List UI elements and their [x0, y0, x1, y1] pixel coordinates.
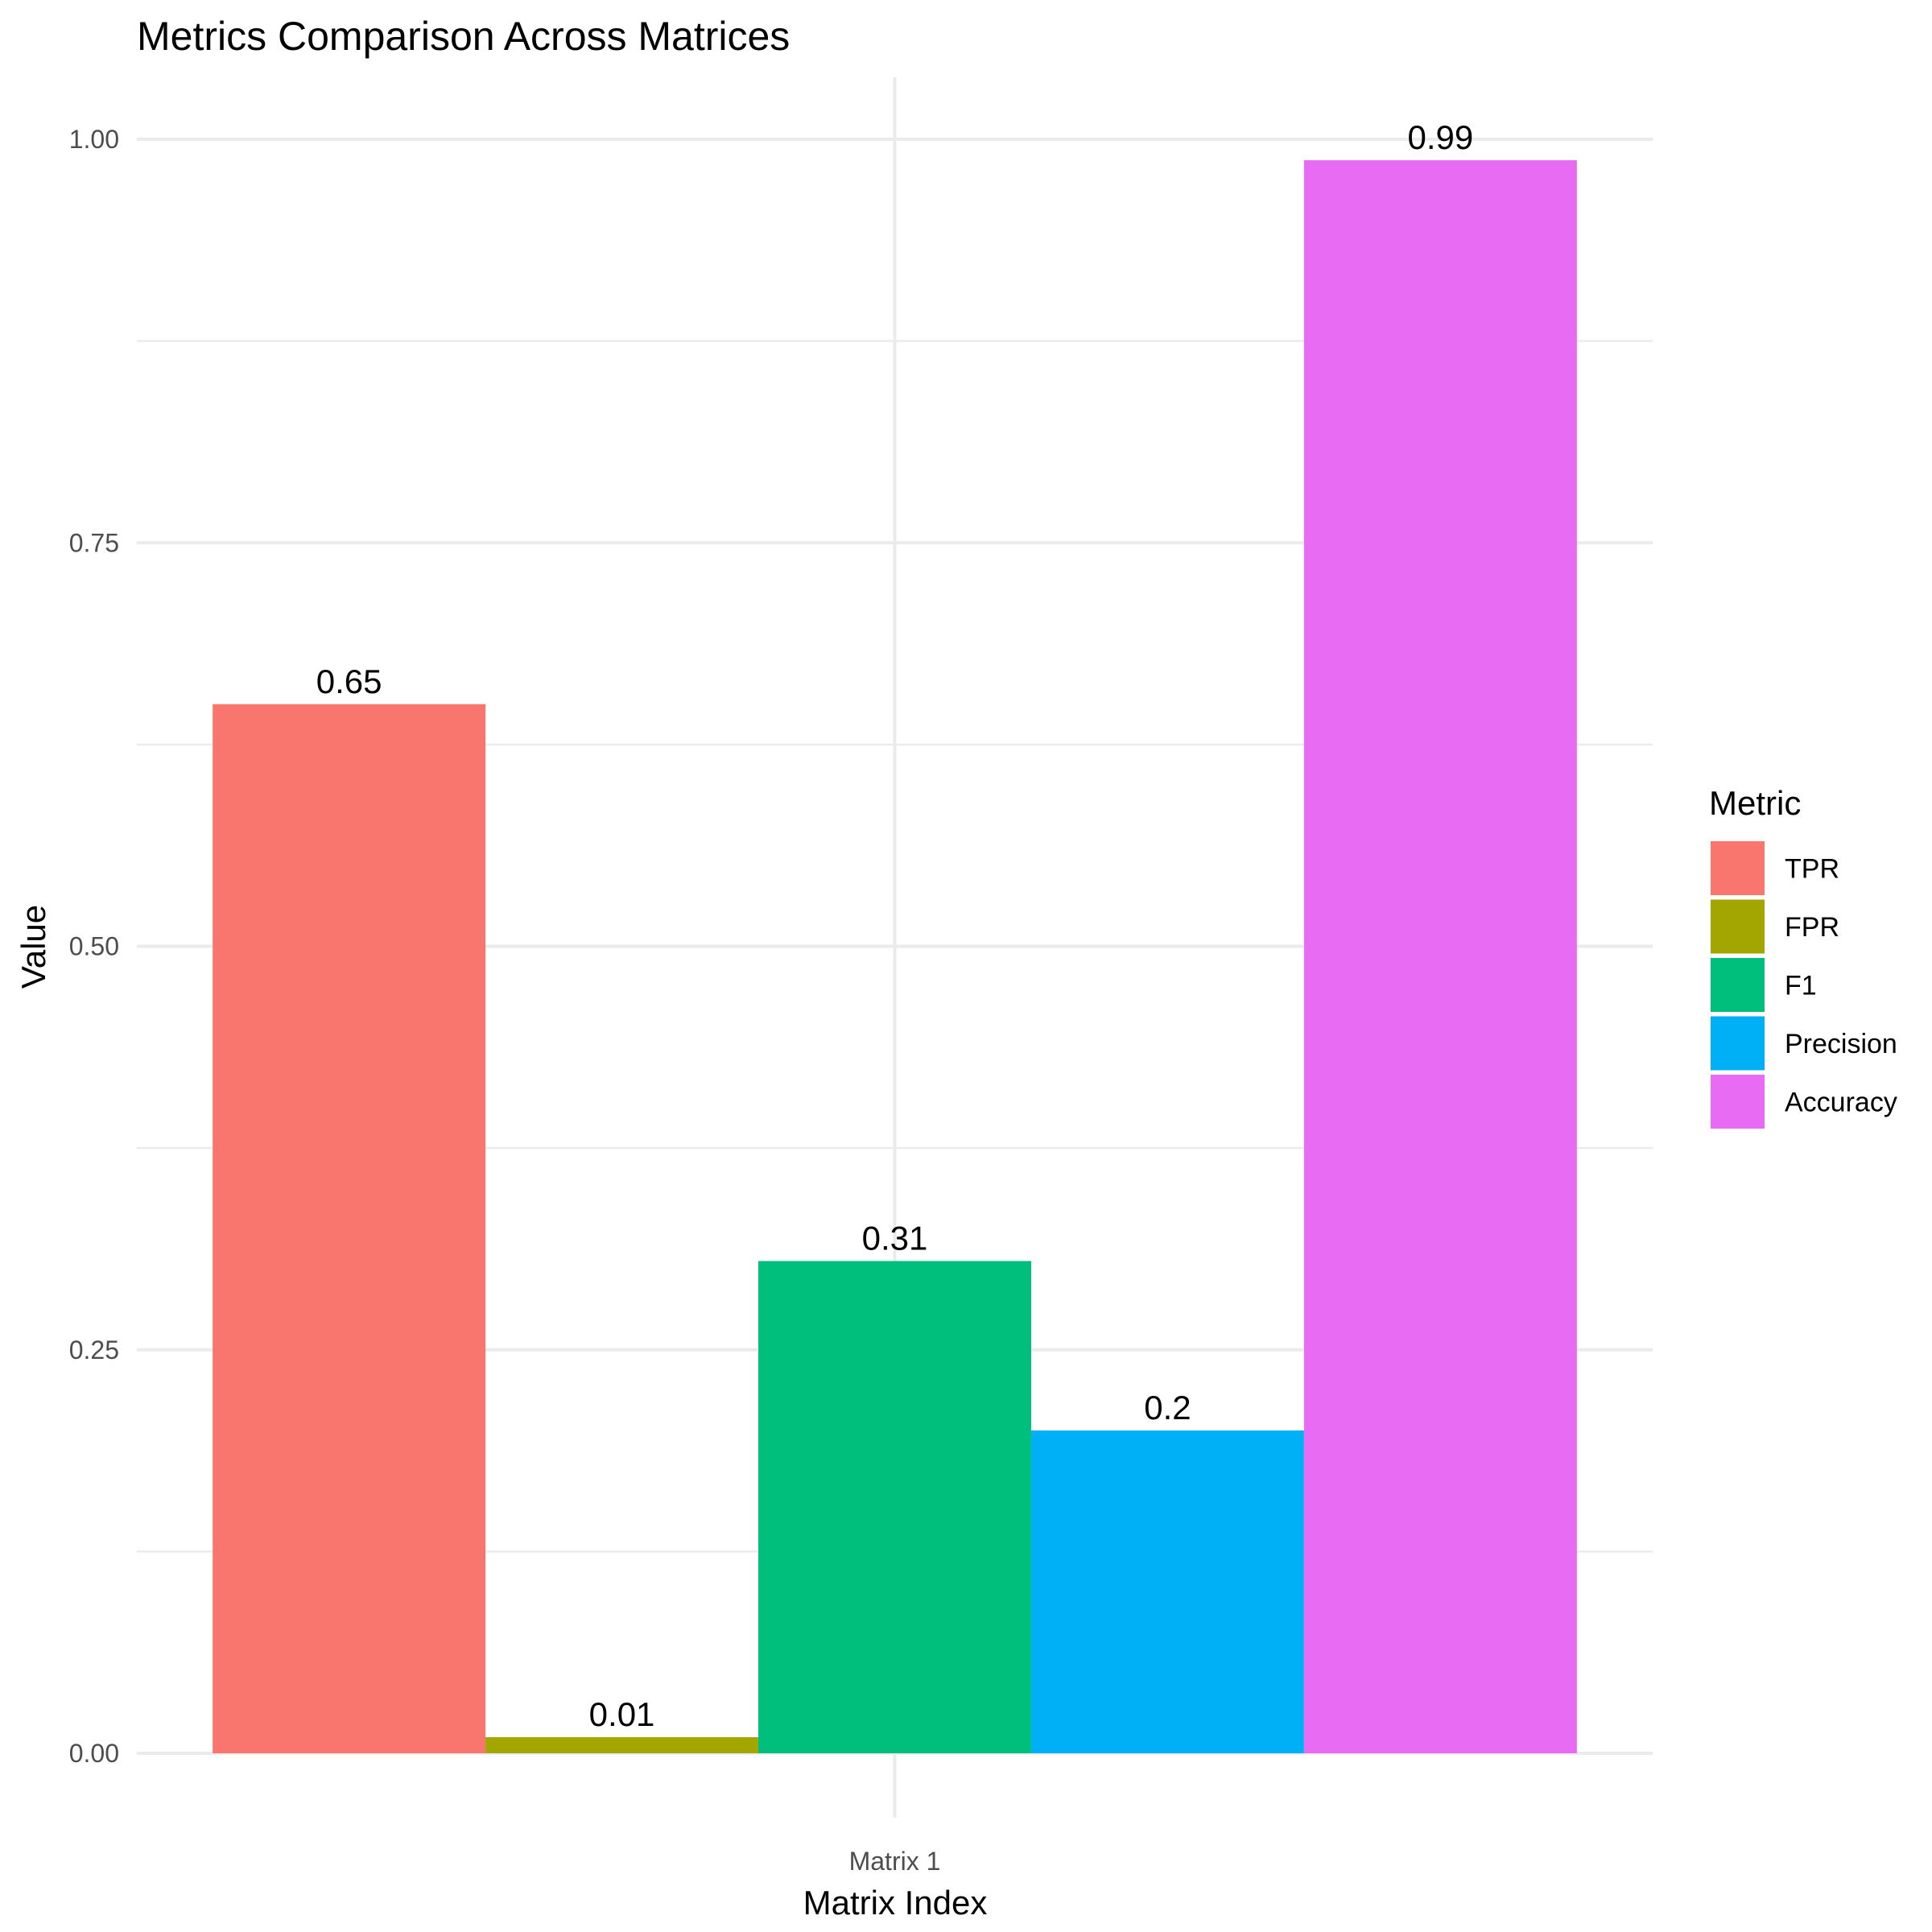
data-label-f1: 0.31	[862, 1219, 928, 1257]
data-label-tpr: 0.65	[316, 663, 382, 700]
legend: Metric TPR FPR F1 Precision Accuracy	[1709, 784, 1897, 1129]
bar-group	[213, 160, 1577, 1754]
legend-key-f1	[1711, 958, 1765, 1012]
y-tick-label: 0.75	[69, 528, 119, 557]
data-label-precision: 0.2	[1144, 1389, 1191, 1426]
legend-label-tpr: TPR	[1785, 854, 1839, 885]
data-label-group: 0.65 0.01 0.31 0.2 0.99	[316, 118, 1474, 1733]
legend-label-f1: F1	[1785, 971, 1817, 1001]
x-axis-tick-labels: Matrix 1	[849, 1847, 941, 1876]
legend-label-precision: Precision	[1785, 1029, 1897, 1059]
legend-key-tpr	[1711, 841, 1765, 895]
y-tick-label: 0.50	[69, 932, 119, 961]
legend-label-accuracy: Accuracy	[1785, 1088, 1897, 1118]
y-tick-label: 0.25	[69, 1335, 119, 1364]
legend-key-fpr	[1711, 899, 1765, 954]
bar-accuracy	[1303, 160, 1577, 1754]
x-axis-title: Matrix Index	[803, 1884, 988, 1922]
y-tick-label: 0.00	[69, 1739, 119, 1768]
data-label-fpr: 0.01	[589, 1695, 655, 1733]
legend-key-precision	[1711, 1016, 1765, 1071]
bar-f1	[758, 1261, 1031, 1753]
data-label-accuracy: 0.99	[1408, 118, 1474, 156]
bar-fpr	[485, 1736, 759, 1753]
y-axis-tick-labels: 0.00 0.25 0.50 0.75 1.00	[69, 125, 119, 1768]
legend-title: Metric	[1709, 784, 1801, 822]
y-tick-label: 1.00	[69, 125, 119, 154]
x-tick-label: Matrix 1	[849, 1847, 941, 1876]
legend-label-fpr: FPR	[1785, 912, 1839, 943]
y-axis-title: Value	[14, 905, 52, 989]
bar-precision	[1030, 1430, 1304, 1753]
bar-tpr	[213, 704, 486, 1753]
chart-title: Metrics Comparison Across Matrices	[137, 14, 790, 59]
legend-key-accuracy	[1711, 1075, 1765, 1129]
